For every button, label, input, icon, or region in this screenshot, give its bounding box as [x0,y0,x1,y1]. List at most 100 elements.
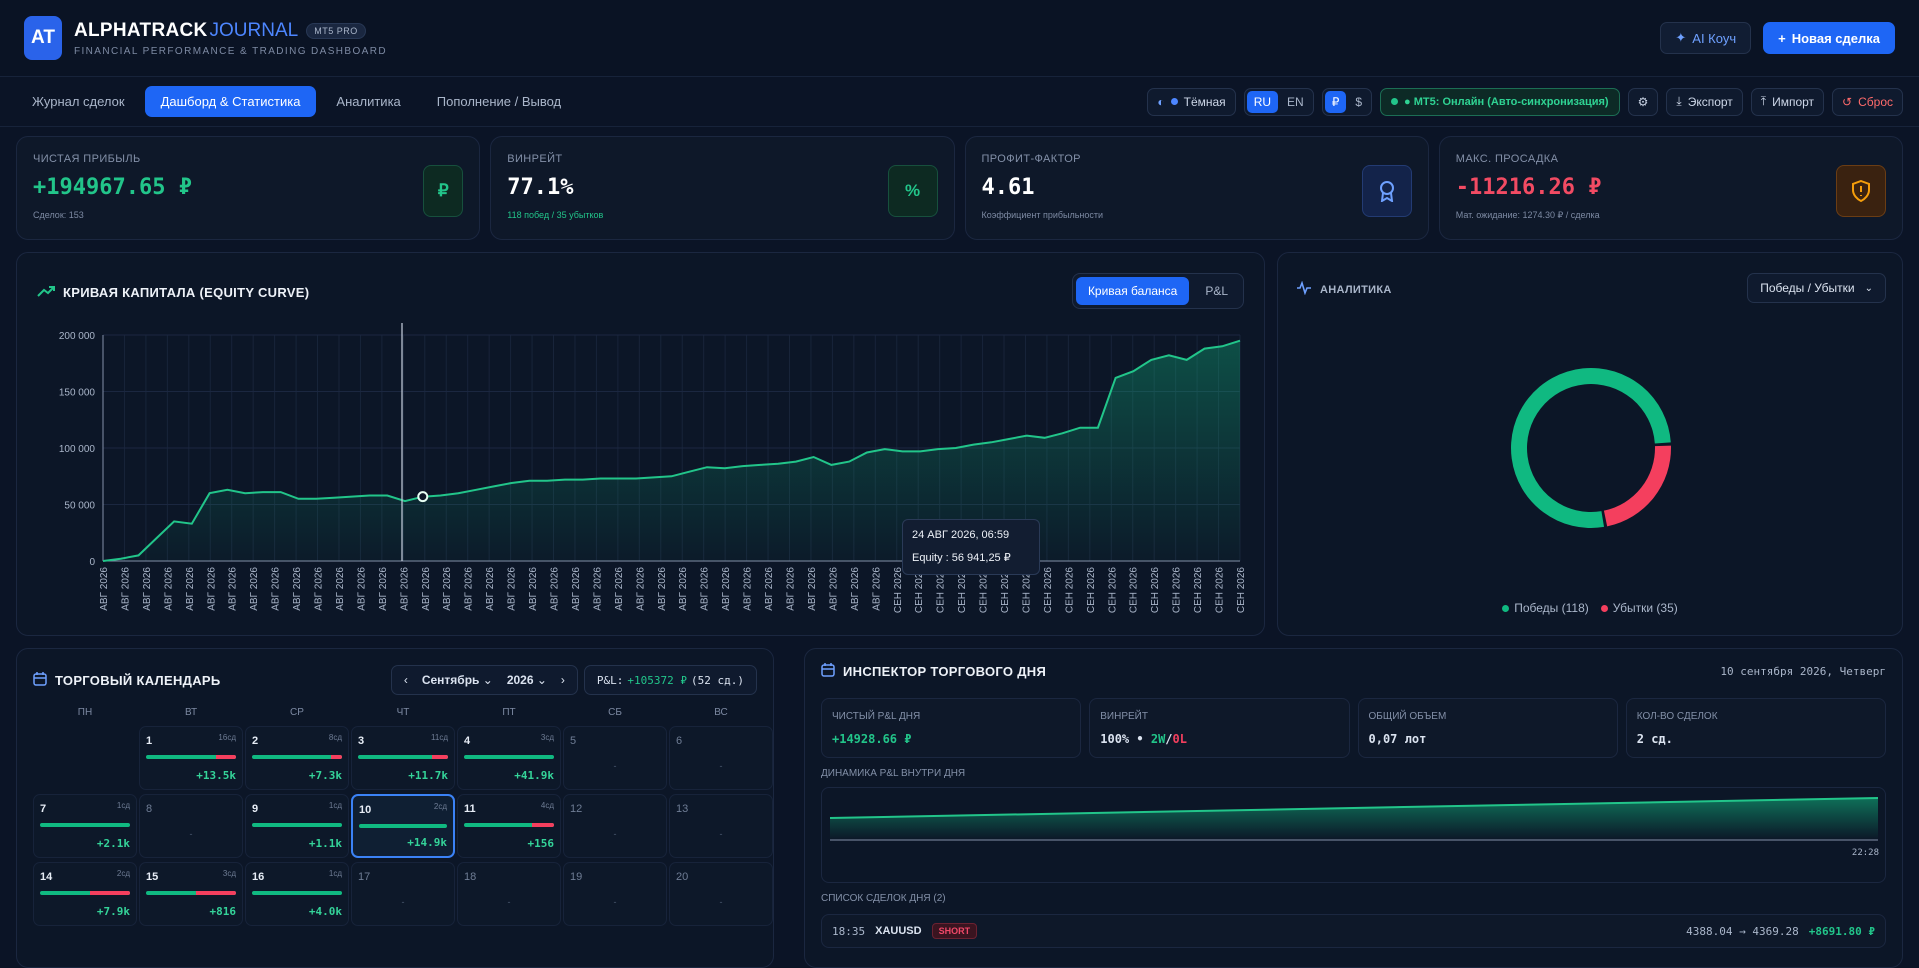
dow-wed: СР [290,707,304,718]
chevron-down-icon: ⌄ [1864,282,1873,294]
lang-en[interactable]: EN [1287,94,1304,109]
calendar-grid: 1 16сд +13.5k 2 8сд +7.3k 3 11сд +11.7k 4 3сд +4… [33,726,773,926]
y-tick-label: 150 000 [59,388,96,399]
x-tick-label: АВГ 2026 [271,567,282,611]
import-button[interactable]: ⤒ Импорт [1750,87,1825,116]
trades-list-label: СПИСОК СДЕЛОК ДНЯ (2) [821,893,946,904]
x-tick-label: СЕН 2026 [1193,567,1204,614]
export-button[interactable]: ⤓ Экспорт [1666,87,1743,116]
winrate-sub: 118 побед / 35 убытков [507,210,604,220]
calendar-day[interactable]: 13- [669,794,773,858]
balance-curve-tab[interactable]: Кривая баланса [1075,277,1190,305]
calendar-day[interactable]: 11 4сд +156 [457,794,561,858]
calendar-day-selected[interactable]: 10 2сд +14.9k [351,794,455,858]
profit-factor-value: 4.61 [981,175,1035,200]
dow-tue: ВТ [184,707,198,718]
currency-rub[interactable]: ₽ [1324,90,1347,113]
calendar-day[interactable]: 20- [669,862,773,926]
calendar-day[interactable]: 4 3сд +41.9k [457,726,561,790]
mt5-status: ● MT5: Онлайн (Авто-синхронизация) [1380,87,1620,116]
x-tick-label: АВГ 2026 [614,567,625,611]
inspector-title: ИНСПЕКТОР ТОРГОВОГО ДНЯ [843,664,1047,679]
inspector-date: 10 сентября 2026, Четверг [1720,665,1886,678]
calendar-title: ТОРГОВЫЙ КАЛЕНДАРЬ [55,672,221,688]
x-tick-label: АВГ 2026 [807,567,818,611]
donut-losses-segment [1603,445,1671,527]
x-tick-label: АВГ 2026 [550,567,561,611]
day-volume-card: ОБЩИЙ ОБЪЕМ 0,07 лот [1357,698,1618,758]
wins-losses-donut [1511,368,1671,528]
new-deal-button[interactable]: + Новая сделка [1763,22,1895,54]
intraday-time: 22:28 [1851,848,1879,858]
year-select[interactable]: 2026 ⌄ [506,673,547,687]
calendar-day[interactable]: 2 8сд +7.3k [245,726,349,790]
shield-icon [1836,165,1886,217]
reset-button[interactable]: ↺ Сброс [1832,87,1903,116]
trade-pnl: +8691.80 ₽ [1808,924,1875,938]
calendar-day[interactable]: 3 11сд +11.7k [351,726,455,790]
x-tick-label: АВГ 2026 [785,567,796,611]
month-select[interactable]: Сентябрь ⌄ [421,673,493,687]
calendar-day[interactable]: 7 1сд +2.1k [33,794,137,858]
equity-line [102,339,1241,562]
pnl-tab[interactable]: P&L [1205,284,1228,298]
status-dot [1391,98,1399,105]
tab-journal[interactable]: Журнал сделок [32,94,125,109]
trade-row[interactable]: 18:35 XAUUSD SHORT 4388.04 → 4369.28 +86… [821,914,1886,948]
profit-factor-sub: Коэффициент прибыльности [981,210,1104,220]
language-switch: RU EN [1243,87,1314,116]
calendar-day[interactable]: 17- [351,862,455,926]
award-icon [1361,165,1412,217]
inspector-metrics: ЧИСТЫЙ P&L ДНЯ +14928.66 ₽ ВИНРЕЙТ 100% … [821,698,1886,758]
intraday-chart: 22:28 [821,787,1886,883]
currency-usd[interactable]: $ [1355,94,1363,109]
x-tick-label: СЕН 2026 [1236,567,1247,614]
calendar-day[interactable]: 6- [669,726,773,790]
x-tick-label: АВГ 2026 [163,567,174,611]
theme-toggle[interactable]: ◐ Тёмная [1147,87,1236,116]
status-label: ● MT5: Онлайн (Авто-синхронизация) [1404,95,1609,108]
x-tick-label: АВГ 2026 [871,567,882,611]
tab-analytics[interactable]: Аналитика [336,94,401,109]
calendar-day[interactable]: 19- [563,862,667,926]
x-tick-label: АВГ 2026 [464,567,475,611]
calendar-pnl: P&L: +105372 ₽ (52 сд.) [583,665,757,695]
calendar-day[interactable]: 9 1сд +1.1k [245,794,349,858]
calendar-day[interactable]: 15 3сд +816 [139,862,243,926]
x-tick-label: СЕН 2026 [1215,567,1226,614]
next-month-button[interactable]: › [560,673,565,687]
equity-chart[interactable]: 0 50 000 100 000 150 000 200 000 АВГ 2026 АВГ … [17,253,1266,637]
brand-subtitle: FINANCIAL PERFORMANCE & TRADING DASHBOAR… [74,45,387,57]
analytics-panel: АНАЛИТИКА Победы / Убытки ⌄ Победы (118)… [1277,252,1903,636]
day-winrate-value: 100% • 2W/0L [1100,732,1187,746]
x-tick-label: АВГ 2026 [314,567,325,611]
calendar-day[interactable]: 1 16сд +13.5k [139,726,243,790]
analytics-dropdown[interactable]: Победы / Убытки ⌄ [1747,273,1886,303]
calendar-day[interactable]: 16 1сд +4.0k [245,862,349,926]
calendar-day[interactable]: 18- [457,862,561,926]
x-tick-label: АВГ 2026 [442,567,453,611]
ai-coach-button[interactable]: ✦ AI Коуч [1660,22,1752,54]
gear-icon: ⚙ [1637,94,1649,109]
calendar-panel: ТОРГОВЫЙ КАЛЕНДАРЬ ‹ Сентябрь ⌄ 2026 ⌄ ›… [16,648,774,968]
brand: ALPHATRACK JOURNAL MT5 PRO FINANCIAL PER… [74,20,387,57]
calendar-day[interactable]: 14 2сд +7.9k [33,862,137,926]
tab-deposit[interactable]: Пополнение / Вывод [436,94,562,109]
calendar-title-row: ТОРГОВЫЙ КАЛЕНДАРЬ [33,671,221,689]
day-volume-label: ОБЩИЙ ОБЪЕМ [1368,711,1447,722]
calendar-day[interactable]: 12- [563,794,667,858]
analytics-dropdown-label: Победы / Убытки [1760,281,1855,295]
drawdown-sub: Мат. ожидание: 1274.30 ₽ / сделка [1455,210,1600,220]
x-tick-label: АВГ 2026 [850,567,861,611]
brand-accent: JOURNAL [209,19,299,41]
calendar-day[interactable]: 8- [139,794,243,858]
prev-month-button[interactable]: ‹ [403,673,408,687]
settings-button[interactable]: ⚙ [1627,87,1659,116]
tab-dashboard[interactable]: Дашборд & Статистика [144,86,317,117]
theme-label: Тёмная [1183,94,1226,109]
currency-switch: ₽ $ [1321,87,1373,116]
x-tick-label: АВГ 2026 [721,567,732,611]
calendar-day[interactable]: 5- [563,726,667,790]
theme-dot [1170,98,1178,105]
lang-ru[interactable]: RU [1246,90,1279,113]
